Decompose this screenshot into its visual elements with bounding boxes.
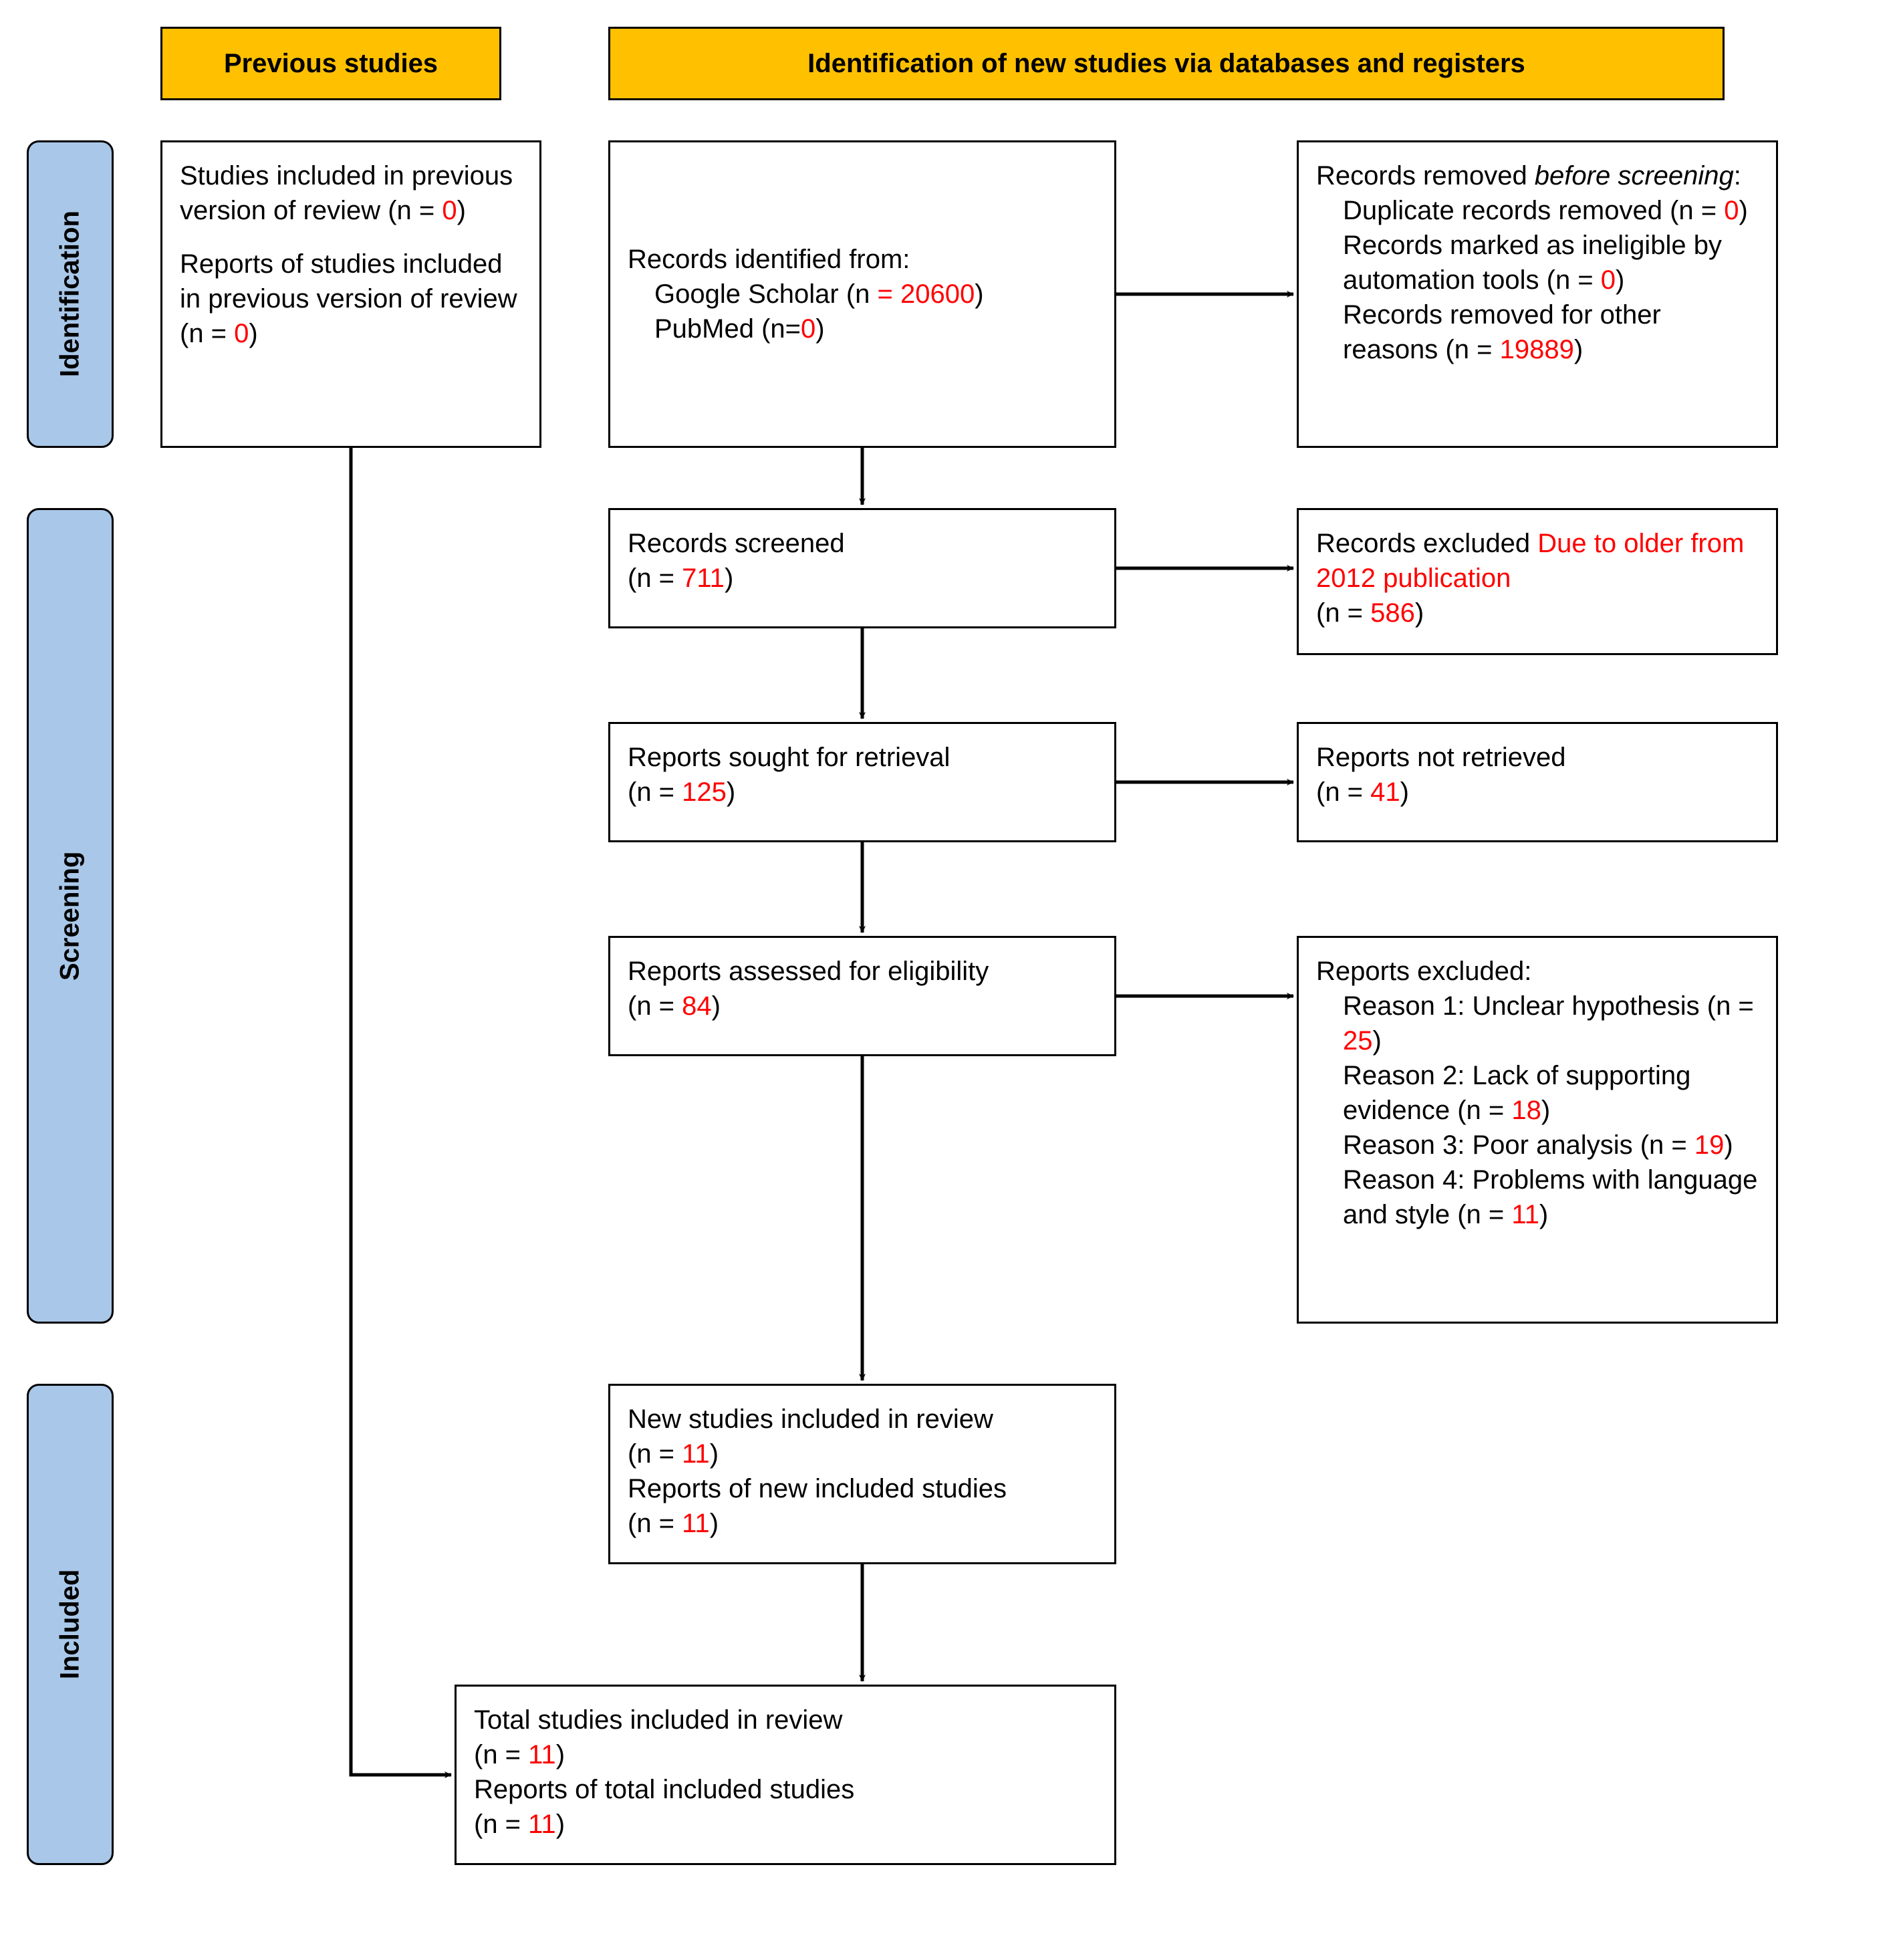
assessed-n: (n = 84) xyxy=(628,989,1097,1023)
prev-line2: Reports of studies included in previous … xyxy=(180,247,522,351)
stage-included-label: Included xyxy=(55,1570,86,1679)
prisma-flowchart: Previous studies Identification of new s… xyxy=(27,27,1872,1932)
excluded-reasons-title: Reports excluded: xyxy=(1316,954,1759,989)
stage-identification-label: Identification xyxy=(55,211,86,378)
not-retrieved-n: (n = 41) xyxy=(1316,775,1759,810)
total-n2: (n = 11) xyxy=(474,1807,1097,1842)
removed-other: Records removed for other reasons (n = 1… xyxy=(1316,297,1759,367)
reason-4: Reason 4: Problems with language and sty… xyxy=(1316,1162,1759,1232)
excluded-year-line: Records excluded Due to older from 2012 … xyxy=(1316,526,1759,596)
header-previous-label: Previous studies xyxy=(224,49,438,79)
box-excluded-reasons: Reports excluded: Reason 1: Unclear hypo… xyxy=(1297,936,1778,1324)
box-reports-assessed: Reports assessed for eligibility (n = 84… xyxy=(608,936,1116,1056)
reason-3: Reason 3: Poor analysis (n = 19) xyxy=(1316,1128,1759,1162)
reason-2: Reason 2: Lack of supporting evidence (n… xyxy=(1316,1058,1759,1128)
prev-line1: Studies included in previous version of … xyxy=(180,158,522,228)
assessed-label: Reports assessed for eligibility xyxy=(628,954,1097,989)
sought-n: (n = 125) xyxy=(628,775,1097,810)
box-removed-before-screening: Records removed before screening: Duplic… xyxy=(1297,140,1778,448)
identified-intro: Records identified from: xyxy=(628,242,1097,277)
identified-src1: Google Scholar (n = 20600) xyxy=(628,277,1097,312)
box-records-screened: Records screened (n = 711) xyxy=(608,508,1116,628)
new-included-n1: (n = 11) xyxy=(628,1437,1097,1471)
screened-n: (n = 711) xyxy=(628,561,1097,596)
box-new-included: New studies included in review (n = 11) … xyxy=(608,1384,1116,1564)
new-included-l2: Reports of new included studies xyxy=(628,1471,1097,1506)
stage-screening: Screening xyxy=(27,508,114,1324)
box-not-retrieved: Reports not retrieved (n = 41) xyxy=(1297,722,1778,842)
total-l1: Total studies included in review xyxy=(474,1703,1097,1737)
screened-label: Records screened xyxy=(628,526,1097,561)
identified-src2: PubMed (n=0) xyxy=(628,312,1097,346)
removed-title: Records removed before screening: xyxy=(1316,158,1759,193)
total-n1: (n = 11) xyxy=(474,1737,1097,1772)
header-new-studies: Identification of new studies via databa… xyxy=(608,27,1725,100)
header-new-label: Identification of new studies via databa… xyxy=(807,49,1525,79)
box-total-included: Total studies included in review (n = 11… xyxy=(455,1685,1116,1865)
removed-automation: Records marked as ineligible by automati… xyxy=(1316,228,1759,297)
removed-duplicates: Duplicate records removed (n = 0) xyxy=(1316,193,1759,228)
reason-1: Reason 1: Unclear hypothesis (n = 25) xyxy=(1316,989,1759,1058)
new-included-l1: New studies included in review xyxy=(628,1402,1097,1437)
box-records-identified: Records identified from: Google Scholar … xyxy=(608,140,1116,448)
new-included-n2: (n = 11) xyxy=(628,1506,1097,1541)
box-previous-studies: Studies included in previous version of … xyxy=(160,140,541,448)
sought-label: Reports sought for retrieval xyxy=(628,740,1097,775)
header-previous-studies: Previous studies xyxy=(160,27,501,100)
stage-identification: Identification xyxy=(27,140,114,448)
not-retrieved-label: Reports not retrieved xyxy=(1316,740,1759,775)
stage-screening-label: Screening xyxy=(55,851,86,980)
total-l2: Reports of total included studies xyxy=(474,1772,1097,1807)
box-reports-sought: Reports sought for retrieval (n = 125) xyxy=(608,722,1116,842)
stage-included: Included xyxy=(27,1384,114,1865)
box-excluded-year: Records excluded Due to older from 2012 … xyxy=(1297,508,1778,655)
excluded-year-n: (n = 586) xyxy=(1316,596,1759,630)
